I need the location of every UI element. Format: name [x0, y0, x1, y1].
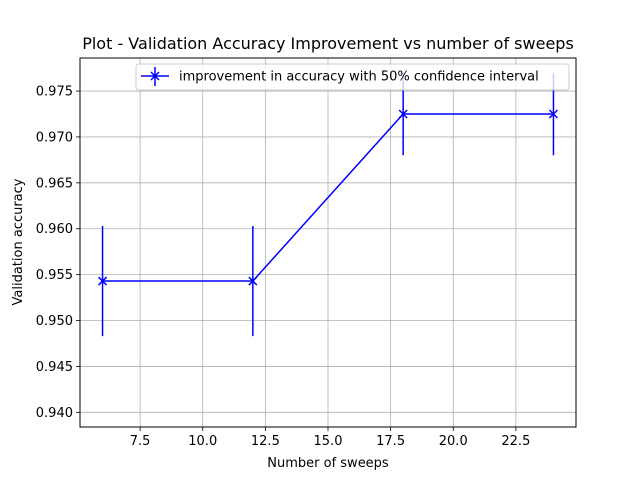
data-point-marker	[98, 276, 108, 286]
x-tick-label: 7.5	[130, 434, 151, 449]
data-point-marker	[548, 109, 558, 119]
y-tick-label: 0.975	[36, 85, 73, 100]
y-tick-label: 0.960	[36, 222, 73, 237]
grid	[80, 58, 576, 427]
y-tick-label: 0.970	[36, 130, 73, 145]
legend-box	[135, 63, 570, 91]
x-tick-label: 20.0	[439, 434, 468, 449]
x-tick-label: 12.5	[251, 434, 280, 449]
x-tick-label: 22.5	[501, 434, 530, 449]
series-line	[102, 113, 554, 282]
y-axis-label: Validation accuracy	[11, 178, 26, 305]
y-tick-label: 0.950	[36, 314, 73, 329]
legend-marker	[150, 71, 160, 81]
x-tick-label: 15.0	[314, 434, 343, 449]
y-tick-label: 0.955	[36, 268, 73, 283]
y-axis-ticks: 0.940 0.945 0.950 0.955 0.960 0.965 0.970 0.975	[36, 85, 80, 421]
x-axis-ticks: 7.5 10.0 12.5 15.0 17.5 20.0 22.5	[130, 427, 530, 449]
chart-title: Plot - Validation Accuracy Improvement v…	[82, 34, 574, 53]
data-point-marker	[398, 109, 408, 119]
y-tick-label: 0.945	[36, 360, 73, 375]
y-tick-label: 0.940	[36, 406, 73, 421]
data-point-marker	[248, 276, 258, 286]
x-tick-label: 17.5	[376, 434, 405, 449]
x-tick-label: 10.0	[188, 434, 217, 449]
y-tick-label: 0.965	[36, 176, 73, 191]
legend: improvement in accuracy with 50% confide…	[135, 63, 570, 91]
legend-entry-label: improvement in accuracy with 50% confide…	[179, 70, 539, 85]
x-axis-label: Number of sweeps	[267, 456, 389, 471]
